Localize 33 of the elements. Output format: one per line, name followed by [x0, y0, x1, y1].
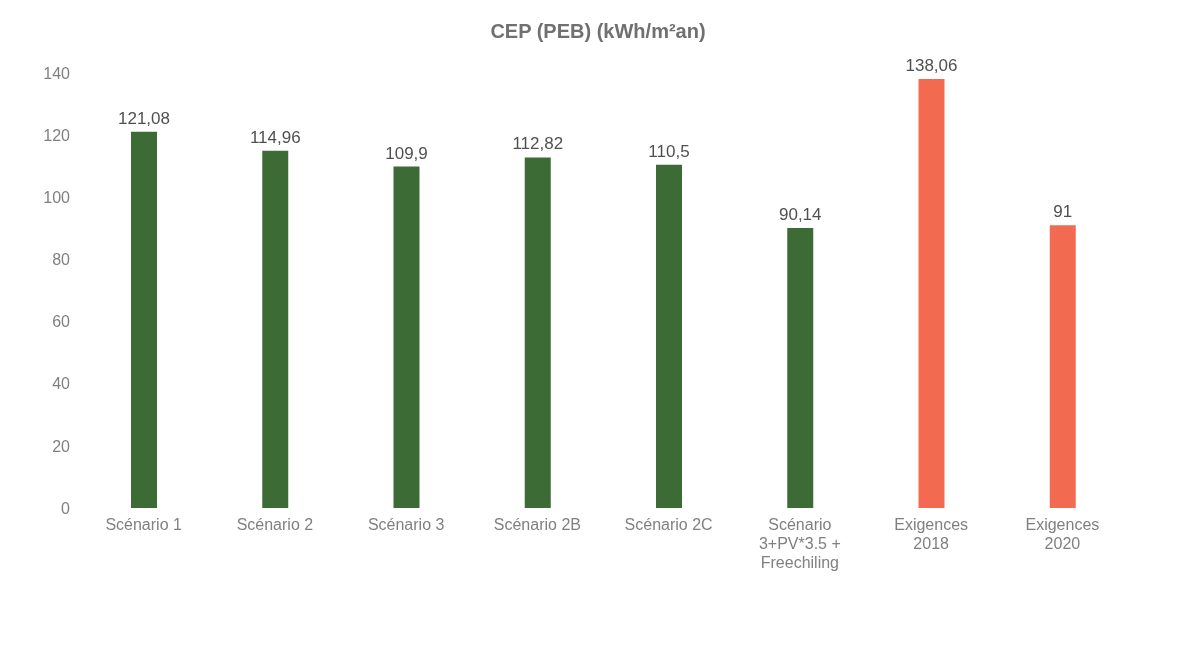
bar: [262, 150, 289, 508]
y-tick-label: 140: [43, 64, 71, 82]
chart-title: CEP (PEB) (kWh/m²an): [489, 20, 707, 43]
data-label: 138,06: [905, 56, 958, 76]
bar: [787, 227, 814, 508]
data-label: 109,9: [385, 143, 428, 163]
data-label: 121,08: [118, 108, 170, 128]
x-tick-label: Scénario 2: [236, 516, 314, 533]
bar: [1049, 225, 1076, 508]
x-tick-label: Exigences 2020: [1025, 516, 1100, 552]
x-tick-label: Scénario 2B: [493, 516, 581, 533]
x-tick-label: Scénario 3+PV*3.5 + Freechiling: [758, 516, 841, 571]
y-tick-label: 20: [52, 437, 71, 455]
data-label: 110,5: [648, 141, 690, 161]
x-tick-label: Scénario 3: [367, 516, 445, 533]
x-tick-label: Exigences 2018: [894, 516, 969, 552]
bar: [918, 79, 945, 508]
y-tick-label: 80: [52, 251, 71, 269]
y-tick-label: 40: [52, 375, 71, 393]
data-label: 114,96: [249, 127, 301, 147]
y-tick-label: 60: [52, 313, 71, 331]
bar: [131, 131, 157, 508]
y-tick-label: 0: [61, 499, 71, 517]
data-label: 112,82: [512, 134, 564, 154]
bar: [656, 164, 682, 508]
y-tick-label: 100: [43, 188, 71, 206]
x-tick-label: Scénario 1: [105, 516, 182, 533]
data-label: 91: [1053, 202, 1073, 222]
bar: [524, 157, 551, 508]
bar: [393, 166, 420, 508]
x-tick-label: Scénario 2C: [624, 516, 713, 533]
y-tick-label: 120: [43, 126, 71, 144]
data-label: 90,14: [778, 204, 822, 224]
